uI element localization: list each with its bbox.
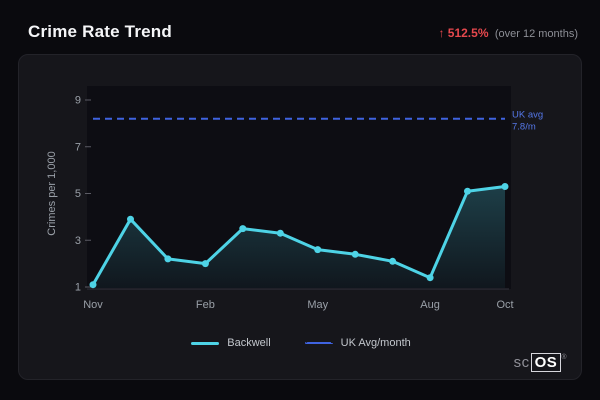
legend-swatch-uk-avg xyxy=(304,342,333,344)
svg-text:Feb: Feb xyxy=(196,299,215,311)
header: Crime Rate Trend ↑ 512.5% (over 12 month… xyxy=(0,0,600,54)
svg-text:1: 1 xyxy=(75,282,81,294)
svg-text:Aug: Aug xyxy=(420,299,440,311)
svg-text:Crimes per 1,000: Crimes per 1,000 xyxy=(46,151,58,235)
svg-text:7.8/m: 7.8/m xyxy=(512,122,536,133)
logo-main: OS xyxy=(530,353,562,372)
svg-text:UK avg: UK avg xyxy=(512,110,543,121)
page-title: Crime Rate Trend xyxy=(28,22,172,41)
svg-text:5: 5 xyxy=(75,188,81,200)
legend-item-backwell[interactable]: Backwell xyxy=(191,337,271,349)
legend-item-uk-avg[interactable]: UK Avg/month xyxy=(304,337,411,349)
svg-text:May: May xyxy=(307,299,328,311)
trend-change-period: (over 12 months) xyxy=(494,28,578,40)
chart-legend: Backwell UK Avg/month xyxy=(35,337,567,349)
trend-change-value: ↑ 512.5% xyxy=(438,26,489,40)
logo-prefix: sc xyxy=(513,354,530,371)
svg-text:7: 7 xyxy=(75,141,81,153)
legend-label-uk-avg: UK Avg/month xyxy=(340,337,411,349)
chart-card: 9 7 5 3 1 Nov Feb May Aug Oct Crimes per 1,000 UK a… xyxy=(18,54,582,380)
svg-text:3: 3 xyxy=(75,235,81,247)
registered-mark: ® xyxy=(561,354,567,361)
svg-text:Nov: Nov xyxy=(83,299,103,311)
svg-text:9: 9 xyxy=(75,95,81,107)
legend-label-backwell: Backwell xyxy=(227,337,271,349)
scos-logo: sc OS ® xyxy=(513,353,567,372)
svg-text:Oct: Oct xyxy=(496,299,513,311)
trend-stat: ↑ 512.5% (over 12 months) xyxy=(438,26,578,40)
legend-swatch-backwell xyxy=(191,341,220,345)
